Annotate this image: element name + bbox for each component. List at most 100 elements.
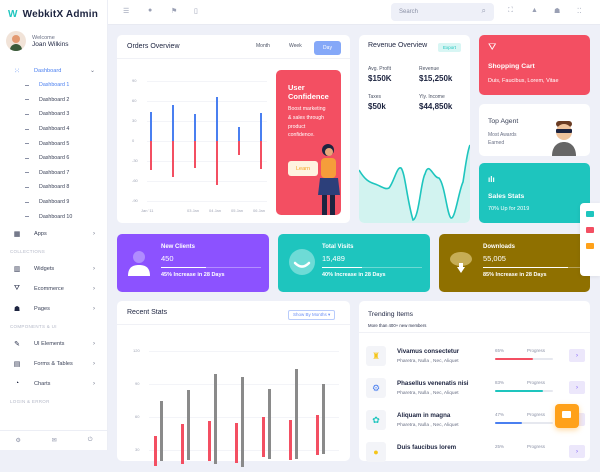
menu-toggle-icon[interactable]: ☰ xyxy=(123,8,130,15)
widgets-icon: ▥ xyxy=(13,265,21,273)
item-open-button[interactable]: › xyxy=(569,445,585,458)
export-button[interactable]: Export xyxy=(438,43,462,52)
bullet-icon xyxy=(25,84,29,86)
item-percent: 25% xyxy=(495,444,505,449)
item-title: Vivamus consectetur xyxy=(397,348,460,355)
chevron-right-icon: › xyxy=(93,230,95,237)
sidebar-item-ui-elements[interactable]: ✎ UI Elements › xyxy=(0,334,107,354)
money-icon[interactable] xyxy=(586,211,594,217)
learn-button[interactable]: Learn xyxy=(288,161,318,176)
tab-day[interactable]: Day xyxy=(314,41,341,55)
bell-icon[interactable]: ▲ xyxy=(531,7,538,14)
mail-icon[interactable]: ✉ xyxy=(51,438,57,444)
sidebar-subitem-dashboard-10[interactable]: Dashboard 10 xyxy=(0,209,107,224)
sidebar-item-label: Apps xyxy=(34,230,47,237)
search-placeholder: Search xyxy=(399,9,419,15)
stat-value: $44,850k xyxy=(419,102,453,111)
sidebar-item-widgets[interactable]: ▥ Widgets › xyxy=(0,259,107,279)
sidebar-subitem-dashboard-1[interactable]: Dashboard 1 xyxy=(0,78,107,93)
sidebar-item-ecommerce[interactable]: ⛛ Ecommerce › xyxy=(0,279,107,299)
bullet-icon xyxy=(25,128,29,130)
tab-week[interactable]: Week xyxy=(289,43,302,49)
settings-icon[interactable]: ⚙ xyxy=(15,438,21,444)
apps-grid-icon: ▦ xyxy=(13,230,21,238)
sub-label: Dashboard 3 xyxy=(39,111,70,118)
stat-value: $150K xyxy=(368,74,392,83)
person-icon: ☗ xyxy=(13,305,21,313)
user-icon[interactable]: ☗ xyxy=(554,8,561,15)
show-by-months-dropdown[interactable]: Show By Months ▾ xyxy=(288,310,336,320)
sidebar-item-label: Ecommerce xyxy=(34,285,64,292)
sidebar-subitem-dashboard-6[interactable]: Dashboard 6 xyxy=(0,151,107,166)
card-desc: Duis, Faucibus, Lorem, Vitae xyxy=(488,78,559,84)
sub-label: Dashboard 9 xyxy=(39,199,70,206)
section-label-collections: COLLECTIONS xyxy=(10,248,46,254)
kpi-progress xyxy=(322,267,422,268)
form-icon: ▤ xyxy=(13,360,21,368)
list-item[interactable]: ♜ Vivamus consectetur Pharetra, Nulla , … xyxy=(359,344,599,376)
stat-value: $50k xyxy=(368,102,386,111)
sidebar-item-apps[interactable]: ▦ Apps › xyxy=(0,224,107,244)
kpi-subtitle: 45% Increase in 28 Days xyxy=(161,272,225,278)
chevron-right-icon: › xyxy=(93,285,95,292)
item-open-button[interactable]: › xyxy=(569,349,585,362)
stat-label: Revenue xyxy=(419,66,440,72)
revenue-area-chart xyxy=(359,144,470,223)
list-item[interactable]: ● Duis faucibus lorem 25% Progress › xyxy=(359,440,599,472)
sub-label: Dashboard 2 xyxy=(39,96,70,103)
item-subtitle: Pharetra, Nulla , Nec, Aliquet xyxy=(397,391,459,396)
chat-icon[interactable]: ● xyxy=(148,7,153,14)
basket-icon: ⛛ xyxy=(488,42,497,53)
kpi-title: Total Visits xyxy=(322,244,354,250)
sidebar-item-label: Widgets xyxy=(34,265,55,272)
item-progress-label: Progress xyxy=(527,412,546,417)
chevron-right-icon: › xyxy=(93,265,95,272)
item-title: Phasellus venenatis nisi xyxy=(397,380,469,387)
flag-icon[interactable]: ⚑ xyxy=(171,8,178,15)
floating-chat-button[interactable] xyxy=(555,404,579,428)
sidebar-subitem-dashboard-9[interactable]: Dashboard 9 xyxy=(0,195,107,210)
sidebar-subitem-dashboard-4[interactable]: Dashboard 4 xyxy=(0,122,107,137)
sidebar-subitem-dashboard-2[interactable]: Dashboard 2 xyxy=(0,93,107,108)
card-title: Sales Stats xyxy=(488,193,525,200)
sales-stats-card[interactable]: ılı Sales Stats 70% Up for 2019 xyxy=(479,163,590,223)
sidebar: W WebkitX Admin Welcome Joan Wilkins ⁙ D… xyxy=(0,0,108,450)
clipboard-icon[interactable]: ▯ xyxy=(194,8,198,15)
brand[interactable]: W WebkitX Admin xyxy=(0,0,107,28)
shopping-cart-card[interactable]: ⛛ Shopping Cart Duis, Faucibus, Lorem, V… xyxy=(479,35,590,95)
search-input[interactable]: Search ⌕ xyxy=(391,3,494,21)
layers-icon[interactable] xyxy=(586,243,594,249)
grid-icon: ⁙ xyxy=(14,67,20,75)
sidebar-subitem-dashboard-8[interactable]: Dashboard 8 xyxy=(0,180,107,195)
sidebar-item-forms-tables[interactable]: ▤ Forms & Tables › xyxy=(0,354,107,374)
basket-icon: ⛛ xyxy=(14,284,20,292)
apps-icon[interactable]: ⁚⁚ xyxy=(577,8,582,15)
welcome-label: Welcome xyxy=(32,34,55,41)
card-title: Recent Stats xyxy=(127,309,168,316)
user-name: Joan Wilkins xyxy=(32,40,69,48)
tab-month[interactable]: Month xyxy=(256,43,270,49)
user-profile[interactable]: Welcome Joan Wilkins xyxy=(0,28,107,54)
sidebar-subitem-dashboard-3[interactable]: Dashboard 3 xyxy=(0,107,107,122)
sidebar-item-pages[interactable]: ☗ Pages › xyxy=(0,299,107,319)
search-icon[interactable]: ⌕ xyxy=(481,6,486,15)
bullet-icon xyxy=(25,201,29,203)
item-progress-bar xyxy=(495,422,553,424)
chevron-right-icon: › xyxy=(93,380,95,387)
sidebar-subitem-dashboard-7[interactable]: Dashboard 7 xyxy=(0,166,107,181)
sidebar-item-dashboard[interactable]: ⁙ Dashboard ⌄ xyxy=(0,63,107,78)
bullet-icon xyxy=(25,113,29,115)
sidebar-subitem-dashboard-5[interactable]: Dashboard 5 xyxy=(0,136,107,151)
revenue-overview-card: Revenue Overview Avg. Profit $150K Reven… xyxy=(359,35,470,223)
sub-label: Dashboard 8 xyxy=(39,184,70,191)
bar-chart-icon: ılı xyxy=(488,175,495,184)
logo-icon: W xyxy=(8,8,18,20)
power-icon[interactable]: ⏻ xyxy=(87,437,93,443)
smile-icon xyxy=(289,249,315,275)
sidebar-item-charts[interactable]: ◔ Charts › xyxy=(0,374,107,394)
item-open-button[interactable]: › xyxy=(569,381,585,394)
fullscreen-icon[interactable]: ⛶ xyxy=(508,7,513,14)
card-title: Revenue Overview xyxy=(368,42,428,49)
list-item[interactable]: ⚙ Phasellus venenatis nisi Pharetra, Nul… xyxy=(359,376,599,408)
gallery-icon[interactable] xyxy=(586,227,594,233)
